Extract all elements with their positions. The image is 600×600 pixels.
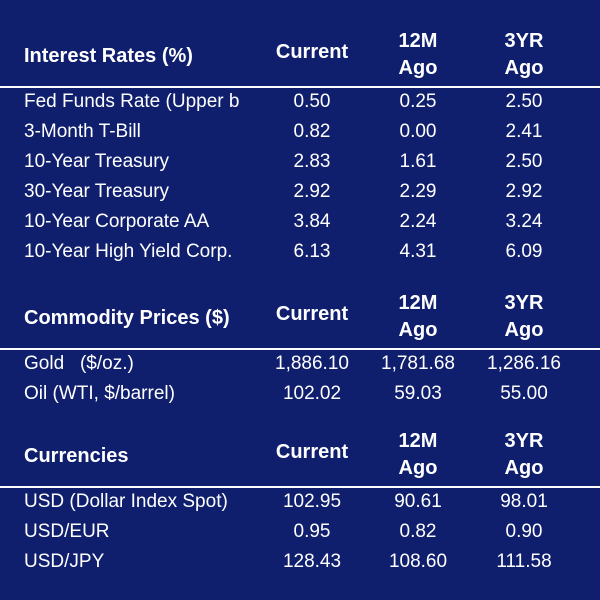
12m-ago-value: 1,781.68: [381, 353, 455, 374]
row-label: Oil (WTI, $/barrel): [24, 383, 175, 404]
current-value: 128.43: [282, 551, 342, 572]
12m-ago-value: 2.24: [399, 211, 437, 232]
col-header-12m-ago: 12M Ago: [372, 290, 464, 344]
col-header-12m-ago: 12M Ago: [372, 28, 464, 82]
section-header: Currencies Current 12M Ago 3YR Ago: [0, 428, 600, 488]
current-value: 102.02: [282, 383, 342, 404]
3yr-ago-value: 3.24: [505, 211, 543, 232]
col-header-3yr: 3YR: [504, 430, 544, 452]
table-row: Fed Funds Rate (Upper b 0.50 0.25 2.50: [0, 88, 600, 118]
col-header-ago: Ago: [504, 319, 544, 341]
current-value: 0.95: [293, 521, 331, 542]
3yr-ago-value: 98.01: [500, 491, 548, 512]
col-header-3yr-ago: 3YR Ago: [478, 28, 570, 82]
12m-ago-value: 0.00: [399, 121, 437, 142]
section-title: Interest Rates (%): [24, 45, 193, 67]
current-value: 2.83: [293, 151, 331, 172]
12m-ago-value: 108.60: [388, 551, 448, 572]
col-header-3yr: 3YR: [504, 30, 544, 52]
commodity-prices-section: Commodity Prices ($) Current 12M Ago 3YR…: [0, 290, 600, 410]
section-title: Currencies: [24, 445, 129, 467]
table-row: USD/JPY 128.43 108.60 111.58: [0, 548, 600, 578]
row-label: 10-Year High Yield Corp.: [24, 241, 233, 262]
col-header-ago: Ago: [398, 319, 438, 341]
col-header-ago: Ago: [398, 57, 438, 79]
table-row: USD (Dollar Index Spot) 102.95 90.61 98.…: [0, 488, 600, 518]
section-header: Commodity Prices ($) Current 12M Ago 3YR…: [0, 290, 600, 350]
3yr-ago-value: 1,286.16: [487, 353, 561, 374]
3yr-ago-value: 0.90: [505, 521, 543, 542]
12m-ago-value: 4.31: [399, 241, 437, 262]
interest-rates-section: Interest Rates (%) Current 12M Ago 3YR A…: [0, 28, 600, 268]
section-header: Interest Rates (%) Current 12M Ago 3YR A…: [0, 28, 600, 88]
col-header-12m: 12M: [398, 30, 438, 52]
12m-ago-value: 0.82: [399, 521, 437, 542]
row-label: Gold ($/oz.): [24, 353, 134, 374]
current-value: 2.92: [293, 181, 331, 202]
row-label: USD (Dollar Index Spot): [24, 491, 228, 512]
row-label: USD/EUR: [24, 521, 110, 542]
12m-ago-value: 2.29: [399, 181, 437, 202]
3yr-ago-value: 55.00: [500, 383, 548, 404]
row-label: 3-Month T-Bill: [24, 121, 141, 142]
table-row: 10-Year Corporate AA 3.84 2.24 3.24: [0, 208, 600, 238]
table-row: USD/EUR 0.95 0.82 0.90: [0, 518, 600, 548]
col-header-ago: Ago: [398, 457, 438, 479]
table-row: Gold ($/oz.) 1,886.10 1,781.68 1,286.16: [0, 350, 600, 380]
section-title: Commodity Prices ($): [24, 307, 230, 329]
row-label: 10-Year Treasury: [24, 151, 170, 172]
current-value: 6.13: [293, 241, 331, 262]
3yr-ago-value: 6.09: [505, 241, 543, 262]
col-header-current: Current: [275, 441, 349, 463]
col-header-ago: Ago: [504, 57, 544, 79]
3yr-ago-value: 2.50: [505, 151, 543, 172]
col-header-3yr-ago: 3YR Ago: [478, 290, 570, 344]
row-label: Fed Funds Rate (Upper b: [24, 91, 240, 112]
3yr-ago-value: 2.92: [505, 181, 543, 202]
currencies-section: Currencies Current 12M Ago 3YR Ago USD (…: [0, 428, 600, 578]
current-value: 1,886.10: [275, 353, 349, 374]
3yr-ago-value: 2.50: [505, 91, 543, 112]
12m-ago-value: 1.61: [399, 151, 437, 172]
col-header-12m: 12M: [398, 292, 438, 314]
col-header-current: Current: [275, 41, 349, 63]
current-value: 102.95: [282, 491, 342, 512]
current-value: 0.50: [293, 91, 331, 112]
current-value: 3.84: [293, 211, 331, 232]
table-row: 3-Month T-Bill 0.82 0.00 2.41: [0, 118, 600, 148]
table-row: 10-Year High Yield Corp. 6.13 4.31 6.09: [0, 238, 600, 268]
3yr-ago-value: 111.58: [496, 551, 552, 572]
3yr-ago-value: 2.41: [505, 121, 543, 142]
col-header-3yr-ago: 3YR Ago: [478, 428, 570, 482]
12m-ago-value: 0.25: [399, 91, 437, 112]
row-label: 30-Year Treasury: [24, 181, 170, 202]
12m-ago-value: 59.03: [394, 383, 442, 404]
row-label: USD/JPY: [24, 551, 105, 572]
col-header-ago: Ago: [504, 457, 544, 479]
col-header-12m: 12M: [398, 430, 438, 452]
table-row: Oil (WTI, $/barrel) 102.02 59.03 55.00: [0, 380, 600, 410]
current-value: 0.82: [293, 121, 331, 142]
table-row: 30-Year Treasury 2.92 2.29 2.92: [0, 178, 600, 208]
table-row: 10-Year Treasury 2.83 1.61 2.50: [0, 148, 600, 178]
col-header-3yr: 3YR: [504, 292, 544, 314]
col-header-12m-ago: 12M Ago: [372, 428, 464, 482]
12m-ago-value: 90.61: [394, 491, 442, 512]
col-header-current: Current: [275, 303, 349, 325]
row-label: 10-Year Corporate AA: [24, 211, 210, 232]
